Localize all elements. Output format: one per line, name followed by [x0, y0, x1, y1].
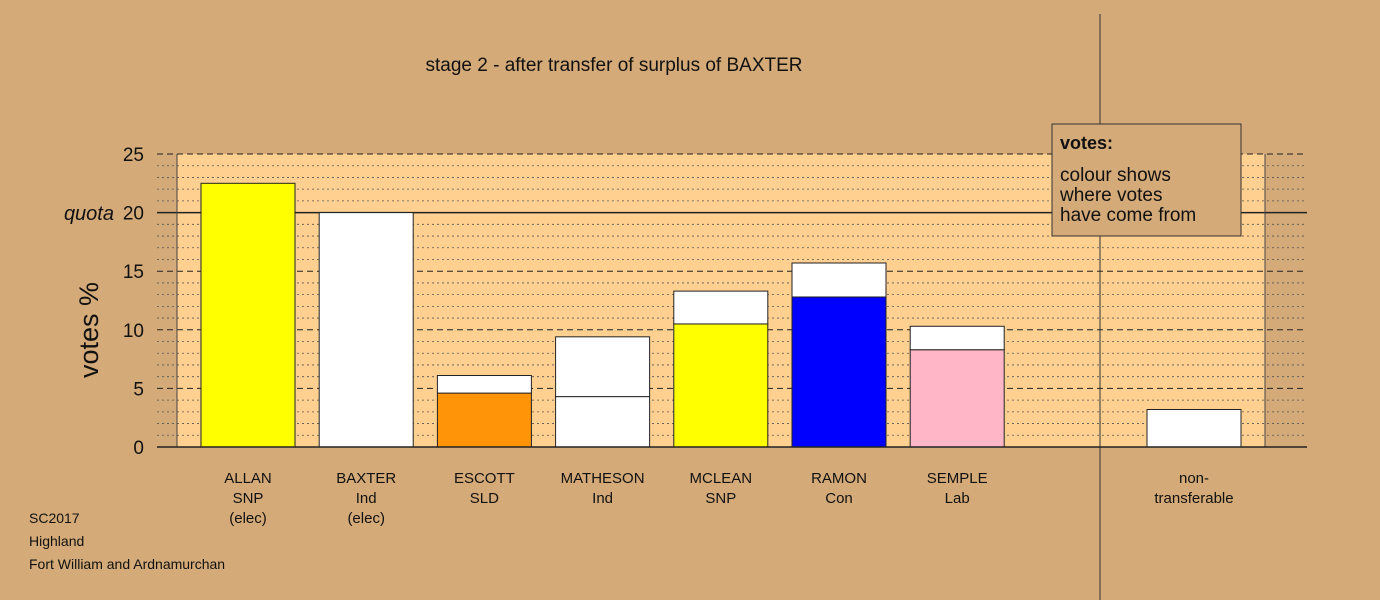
bar-baxter-label-line-1: BAXTER: [336, 470, 396, 487]
bar-escott-label-line-2: SLD: [470, 490, 499, 507]
bar-matheson-segment-2: [555, 336, 651, 398]
y-axis-label: votes %: [74, 282, 104, 378]
bar-ramon-segment-1: [791, 296, 887, 448]
bars: [200, 182, 1242, 448]
bar-nontransferable-label-line-1: non-: [1179, 470, 1209, 487]
bar-semple-segment-1: [909, 349, 1005, 448]
y-tick-label: 15: [123, 262, 144, 283]
bar-matheson-label-line-2: Ind: [592, 490, 613, 507]
bar-baxter-label-line-2: Ind: [356, 490, 377, 507]
bar-matheson-segment-1: [555, 396, 651, 448]
legend: votes: colour shows where votes have com…: [1051, 123, 1242, 237]
bar-semple-label-line-2: Lab: [945, 490, 970, 507]
legend-title: votes:: [1060, 133, 1113, 153]
y-tick-label: 20: [123, 204, 144, 225]
bar-nontransferable-label-line-2: transferable: [1154, 490, 1233, 507]
bar-baxter-label-line-3: (elec): [347, 510, 385, 527]
chart-title: stage 2 - after transfer of surplus of B…: [426, 55, 803, 76]
footer-ward: Fort William and Ardnamurchan: [29, 556, 225, 572]
y-tick-label: 10: [123, 321, 144, 342]
bar-escott-segment-2: [436, 375, 532, 394]
legend-line-3: have come from: [1060, 205, 1196, 226]
y-tick-label: 5: [133, 379, 144, 400]
legend-line-2: where votes: [1059, 185, 1162, 206]
bar-escott-segment-1: [436, 392, 532, 448]
legend-line-1: colour shows: [1060, 165, 1171, 186]
bar-mclean-segment-2: [673, 290, 769, 325]
y-axis-ticks: 0 5 10 15 20 25: [123, 145, 144, 459]
y-tick-label: 0: [133, 438, 144, 459]
bar-baxter-segment-1: [318, 212, 414, 448]
bar-ramon-label-line-1: RAMON: [811, 470, 867, 487]
x-axis-labels: ALLAN SNP (elec) BAXTER Ind (elec) ESCOTT SLD MA…: [224, 470, 1233, 527]
footer-council: Highland: [29, 533, 84, 549]
bar-ramon-label-line-2: Con: [825, 490, 853, 507]
bar-matheson-label-line-1: MATHESON: [561, 470, 645, 487]
bar-allan-label-line-1: ALLAN: [224, 470, 272, 487]
legend-box: [1051, 123, 1242, 237]
bar-ramon-segment-2: [791, 262, 887, 298]
bar-allan-label-line-3: (elec): [229, 510, 267, 527]
bar-mclean-label-line-2: SNP: [705, 490, 736, 507]
footer-election: SC2017: [29, 510, 80, 526]
bar-semple-segment-2: [909, 325, 1005, 351]
y-tick-label: 25: [123, 145, 144, 166]
quota-label: quota: [64, 203, 114, 225]
bar-nontransferable-segment-1: [1146, 408, 1242, 448]
bar-mclean-segment-1: [673, 323, 769, 448]
bar-allan-segment-1: [200, 182, 296, 448]
bar-allan-label-line-2: SNP: [233, 490, 264, 507]
bar-escott-label-line-1: ESCOTT: [454, 470, 515, 487]
bar-mclean-label-line-1: MCLEAN: [690, 470, 753, 487]
bar-semple-label-line-1: SEMPLE: [927, 470, 988, 487]
